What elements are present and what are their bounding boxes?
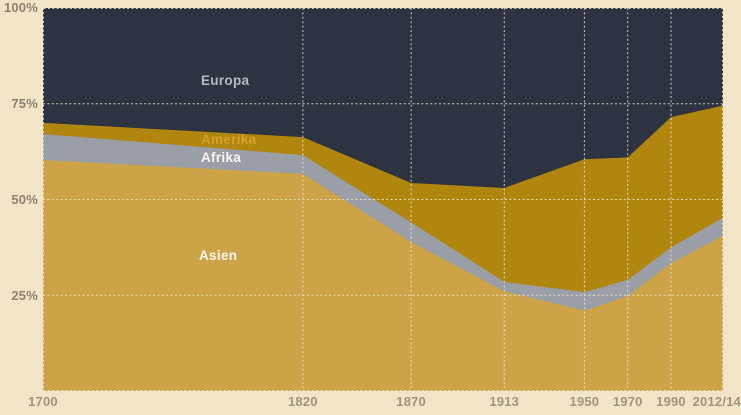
x-tick-1700: 1700 xyxy=(28,394,58,409)
x-tick-1870: 1870 xyxy=(396,394,426,409)
x-tick-1820: 1820 xyxy=(287,394,318,409)
y-tick-50: 50% xyxy=(11,192,38,207)
x-axis: 1700 1820 1870 1913 1950 1970 1990 2012/14 xyxy=(0,391,741,415)
x-tick-1990: 1990 xyxy=(656,394,686,409)
area-asien xyxy=(43,160,723,391)
chart-canvas xyxy=(43,8,723,391)
y-tick-75: 75% xyxy=(11,96,38,111)
y-tick-25: 25% xyxy=(11,288,38,303)
x-tick-1913: 1913 xyxy=(489,394,520,409)
y-tick-100: 100% xyxy=(3,0,38,15)
plot-border xyxy=(43,8,723,391)
x-tick-1950: 1950 xyxy=(569,394,600,409)
x-tick-2012-14: 2012/14 xyxy=(692,394,741,409)
series-label-asien: Asien xyxy=(199,248,238,263)
series-label-amerika: Amerika xyxy=(201,132,257,147)
series-label-afrika: Afrika xyxy=(201,150,242,165)
x-tick-1970: 1970 xyxy=(612,394,643,409)
series-label-europa: Europa xyxy=(201,73,250,88)
plot-area xyxy=(43,8,723,391)
